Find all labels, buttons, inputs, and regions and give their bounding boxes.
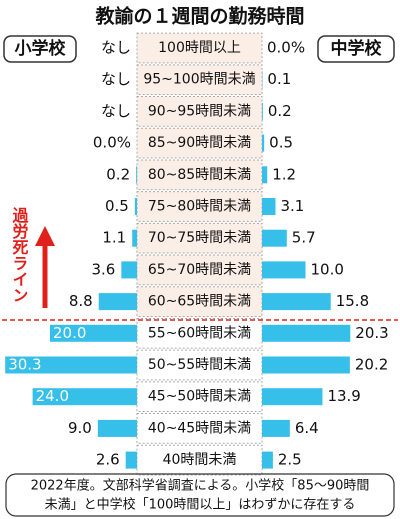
category-cell bbox=[136, 64, 263, 96]
note: 未満」と中学校「100時間以上」はわずかに存在する bbox=[45, 497, 356, 513]
category-label: 85~90時間未満 bbox=[148, 135, 251, 151]
value-label: 20.0 bbox=[53, 324, 86, 342]
value-label: 2.6 bbox=[96, 451, 120, 469]
value-label: 3.6 bbox=[91, 260, 115, 278]
category-label: 65~70時間未満 bbox=[148, 262, 251, 278]
value-label: 20.2 bbox=[355, 356, 388, 374]
legend-label: 中学校 bbox=[331, 38, 383, 59]
legend-label: 小学校 bbox=[15, 38, 67, 59]
category-cell bbox=[136, 222, 263, 254]
value-label: 5.7 bbox=[292, 229, 316, 247]
bar bbox=[262, 134, 265, 152]
category-cell bbox=[136, 413, 263, 444]
category-label: 55~60時間未満 bbox=[148, 325, 251, 341]
category-cell bbox=[136, 127, 263, 159]
value-label: なし bbox=[101, 39, 131, 57]
bar bbox=[97, 419, 137, 437]
category-cell bbox=[136, 254, 263, 286]
chart-title: 教諭の１週間の勤務時間 bbox=[95, 5, 304, 28]
category-label: 50~55時間未満 bbox=[148, 357, 251, 373]
bar bbox=[262, 166, 268, 184]
annotation: 過労死ライン bbox=[10, 207, 30, 303]
value-label: 10.0 bbox=[311, 260, 344, 278]
bar bbox=[262, 419, 290, 437]
bar bbox=[125, 451, 137, 469]
bar bbox=[262, 198, 276, 215]
bar bbox=[50, 324, 137, 342]
category-cell bbox=[136, 286, 263, 317]
category-cell bbox=[136, 159, 263, 191]
bar bbox=[262, 261, 306, 279]
note: 2022年度。文部科学省調査による。小学校「85～90時間 bbox=[31, 478, 370, 494]
category-label: 45~50時間未満 bbox=[148, 389, 251, 405]
category-cell bbox=[136, 191, 263, 222]
value-label: 8.8 bbox=[69, 292, 93, 310]
value-label: なし bbox=[101, 102, 131, 120]
category-label: 70~75時間未満 bbox=[148, 230, 251, 246]
value-label: 30.3 bbox=[8, 356, 41, 374]
bar bbox=[136, 166, 137, 184]
value-label: 0.0% bbox=[93, 134, 131, 152]
category-cell bbox=[136, 444, 263, 476]
bar bbox=[5, 356, 137, 374]
category-label: 80~85時間未満 bbox=[148, 167, 251, 183]
value-label: 13.9 bbox=[327, 387, 360, 405]
bar bbox=[262, 356, 350, 374]
legend-box bbox=[317, 35, 395, 63]
category-label: 60~65時間未満 bbox=[148, 294, 251, 310]
value-label: 3.1 bbox=[280, 197, 304, 215]
category-label: 40時間未満 bbox=[163, 452, 237, 468]
value-label: 2.5 bbox=[278, 451, 302, 469]
value-label: 0.5 bbox=[269, 134, 293, 152]
category-cell bbox=[136, 317, 263, 349]
bar bbox=[32, 388, 137, 406]
bar bbox=[98, 293, 137, 311]
value-label: 0.1 bbox=[267, 70, 291, 88]
bar bbox=[134, 198, 137, 215]
category-cell bbox=[136, 349, 263, 381]
value-label: 20.3 bbox=[355, 324, 388, 342]
value-label: 0.0% bbox=[267, 39, 305, 57]
category-label: 90~95時間未満 bbox=[148, 103, 251, 119]
value-label: 0.2 bbox=[268, 102, 292, 120]
category-label: 40~45時間未満 bbox=[148, 420, 251, 436]
category-cell bbox=[136, 32, 263, 64]
legend-box bbox=[3, 35, 77, 63]
category-cell bbox=[136, 96, 263, 127]
category-label: 100時間以上 bbox=[158, 40, 241, 56]
note-box bbox=[5, 473, 395, 517]
category-cell bbox=[136, 381, 263, 413]
value-label: 0.5 bbox=[105, 197, 129, 215]
bar bbox=[121, 261, 137, 279]
value-label: 9.0 bbox=[68, 419, 92, 437]
value-label: 24.0 bbox=[36, 387, 69, 405]
bar bbox=[262, 102, 263, 120]
value-label: 1.1 bbox=[102, 229, 126, 247]
bar bbox=[262, 451, 273, 469]
value-label: 1.2 bbox=[272, 165, 296, 183]
category-label: 75~80時間未満 bbox=[148, 199, 251, 215]
bar bbox=[262, 324, 351, 342]
category-label: 95~100時間未満 bbox=[143, 72, 255, 88]
value-label: 0.2 bbox=[106, 165, 130, 183]
value-label: 15.8 bbox=[336, 292, 369, 310]
bar bbox=[262, 388, 323, 406]
value-label: 6.4 bbox=[295, 419, 319, 437]
bar bbox=[262, 293, 331, 311]
bar bbox=[132, 229, 137, 247]
value-label: なし bbox=[101, 70, 131, 88]
bar bbox=[262, 229, 287, 247]
